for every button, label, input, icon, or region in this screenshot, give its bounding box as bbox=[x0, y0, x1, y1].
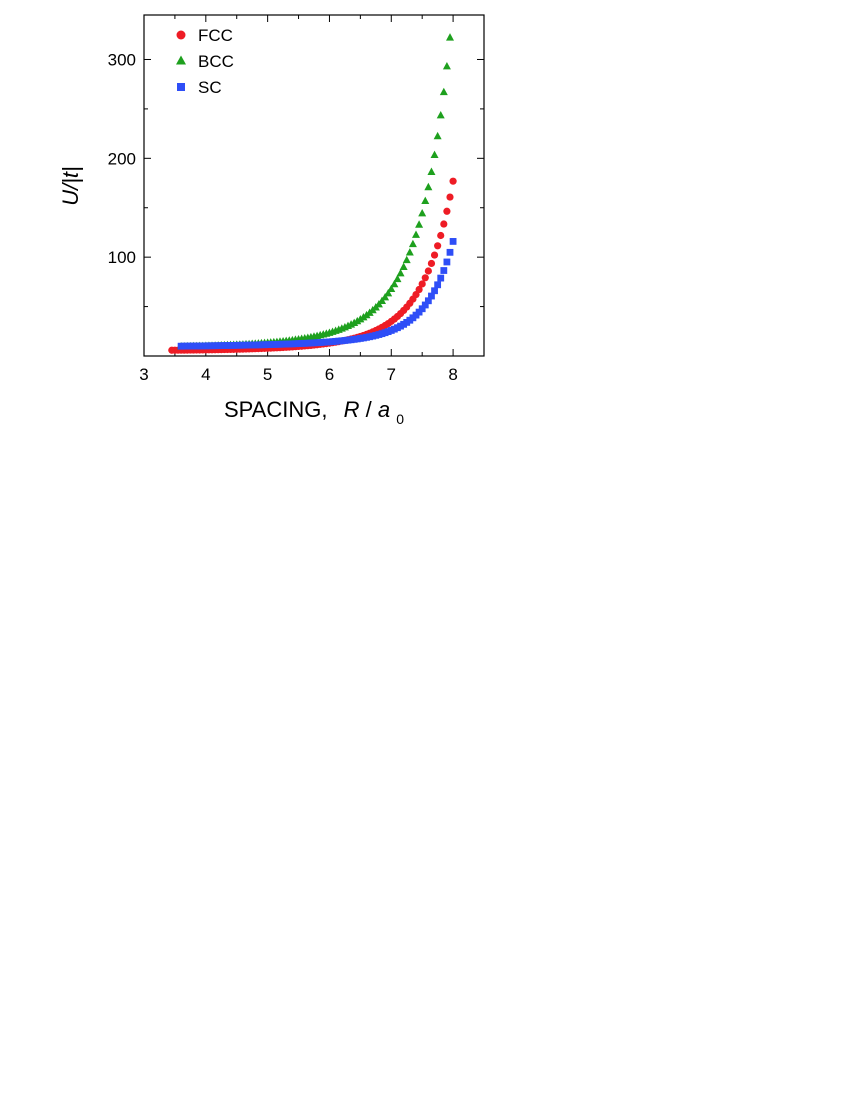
x-axis-title-slash: / bbox=[366, 397, 373, 422]
data-point-bcc bbox=[396, 268, 405, 277]
legend-label-fcc: FCC bbox=[198, 26, 233, 45]
data-point-bcc bbox=[399, 262, 408, 271]
x-tick-label: 6 bbox=[325, 365, 334, 384]
y-tick-label: 200 bbox=[108, 149, 136, 168]
data-point-bcc bbox=[393, 274, 402, 283]
axis-tick-labels: 3 4 5 6 7 8 100 200 300 bbox=[108, 50, 458, 384]
data-point-bcc bbox=[412, 230, 420, 238]
x-tick-label: 8 bbox=[448, 365, 457, 384]
data-point-sc bbox=[434, 281, 442, 289]
data-point-bcc bbox=[408, 239, 417, 248]
data-point-bcc bbox=[442, 61, 451, 70]
data-points bbox=[168, 33, 457, 354]
data-point-bcc bbox=[418, 209, 427, 217]
x-tick-label: 4 bbox=[201, 365, 210, 384]
data-point-sc bbox=[443, 258, 451, 266]
data-point-bcc bbox=[353, 316, 362, 325]
data-point-fcc bbox=[424, 267, 432, 275]
y-tick-label: 100 bbox=[108, 248, 136, 267]
data-point-sc bbox=[418, 305, 426, 313]
data-point-fcc bbox=[434, 242, 442, 250]
axis-ticks bbox=[143, 15, 484, 356]
data-point-bcc bbox=[405, 248, 414, 256]
x-axis-title-prefix: SPACING, bbox=[224, 397, 328, 422]
x-axis-title: SPACING, R / a 0 bbox=[224, 397, 404, 427]
data-point-fcc bbox=[415, 285, 423, 294]
data-point-fcc bbox=[437, 231, 445, 240]
data-point-bcc bbox=[433, 131, 442, 140]
x-axis-title-subscript-index: 0 bbox=[396, 411, 404, 427]
data-point-fcc bbox=[446, 193, 454, 201]
legend-marker-fcc bbox=[176, 30, 186, 40]
data-point-bcc bbox=[436, 110, 445, 119]
y-axis-title: U/|t| bbox=[58, 166, 83, 206]
legend-label-sc: SC bbox=[198, 78, 222, 97]
data-point-bcc bbox=[384, 289, 393, 297]
data-point-bcc bbox=[356, 315, 365, 323]
data-point-sc bbox=[428, 292, 435, 300]
data-point-fcc bbox=[430, 251, 439, 259]
data-point-fcc bbox=[427, 259, 436, 268]
legend: FCC BCC SC bbox=[176, 26, 234, 97]
data-point-bcc bbox=[381, 292, 390, 301]
legend-marker-sc bbox=[177, 83, 185, 91]
x-tick-label: 3 bbox=[139, 365, 148, 384]
data-point-bcc bbox=[427, 167, 436, 175]
data-point-bcc bbox=[430, 150, 439, 159]
data-point-bcc bbox=[421, 196, 430, 204]
data-point-sc bbox=[446, 248, 454, 256]
y-tick-label: 300 bbox=[108, 50, 136, 69]
data-point-bcc bbox=[439, 87, 448, 96]
data-point-fcc bbox=[440, 220, 448, 228]
legend-label-bcc: BCC bbox=[198, 52, 234, 71]
data-point-bcc bbox=[415, 220, 424, 228]
data-point-sc bbox=[437, 274, 445, 282]
x-axis-title-subscript-base: a bbox=[378, 397, 390, 422]
data-point-sc bbox=[424, 297, 432, 305]
data-point-fcc bbox=[449, 177, 457, 185]
data-point-bcc bbox=[390, 279, 399, 288]
data-point-sc bbox=[431, 287, 438, 295]
data-point-bcc bbox=[387, 284, 396, 293]
data-point-fcc bbox=[443, 207, 451, 215]
data-point-fcc bbox=[418, 280, 426, 288]
x-tick-label: 7 bbox=[387, 365, 396, 384]
legend-marker-bcc bbox=[176, 55, 186, 65]
x-tick-label: 5 bbox=[263, 365, 272, 384]
data-point-bcc bbox=[446, 33, 454, 41]
data-point-bcc bbox=[424, 182, 433, 191]
data-point-sc bbox=[449, 238, 457, 245]
x-axis-title-variable: R bbox=[344, 397, 360, 422]
series-sc bbox=[177, 238, 457, 350]
data-point-sc bbox=[421, 301, 429, 309]
plot-frame bbox=[143, 14, 485, 357]
data-point-sc bbox=[440, 267, 448, 274]
data-point-fcc bbox=[421, 274, 429, 282]
series-fcc bbox=[168, 177, 457, 354]
data-point-bcc bbox=[402, 255, 411, 264]
